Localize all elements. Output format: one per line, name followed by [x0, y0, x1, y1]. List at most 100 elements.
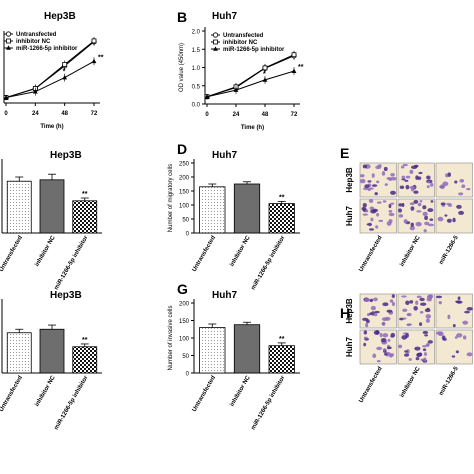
panel-g: G Huh7 0 50 100 150 200 Number of invasive cell…: [168, 281, 300, 431]
stained-cell: [386, 309, 393, 313]
y-tick-label: 2.0: [192, 30, 201, 36]
stained-cell: [466, 187, 471, 191]
significance-mark: **: [98, 54, 104, 61]
panel-title: Hep3B: [50, 150, 82, 161]
column-label: inhibitor NC: [399, 234, 422, 267]
stained-cell: [365, 323, 369, 328]
stained-cell: [383, 348, 387, 352]
stained-cell: [458, 210, 465, 215]
micrograph-image: [359, 293, 397, 329]
category-label: miR-1266-5p inhibitor: [251, 234, 287, 291]
stained-cell: [378, 219, 384, 222]
micrograph-image: [397, 162, 435, 198]
legend-marker: [213, 46, 218, 51]
stained-cell: [454, 180, 458, 184]
series-0: [204, 51, 297, 100]
stained-cell: [437, 216, 444, 222]
stained-cell: [430, 182, 434, 187]
stained-cell: [415, 300, 419, 305]
stained-cell: [383, 353, 388, 356]
stained-cell: [375, 330, 380, 335]
series-line: [5, 40, 95, 99]
stained-cell: [440, 202, 446, 206]
stained-cell: [381, 171, 386, 176]
stained-cell: [466, 306, 473, 311]
stained-cell: [377, 164, 382, 168]
stained-cell: [410, 188, 415, 192]
data-point: [291, 52, 297, 58]
micrograph-panel-e: E Hep3B Huh7 Untransfected inhibitor NC miR-1…: [340, 145, 473, 273]
stained-cell: [405, 184, 410, 190]
stained-cell: [382, 302, 389, 307]
stained-cell: [371, 184, 378, 187]
stained-cell: [466, 352, 473, 357]
row-label: Huh7: [345, 205, 354, 226]
stained-cell: [409, 169, 414, 175]
stained-cell: [361, 206, 367, 211]
stained-cell: [457, 296, 461, 301]
stained-cell: [437, 331, 444, 337]
micrograph-image: [435, 329, 473, 365]
stained-cell: [405, 300, 410, 306]
stained-cell: [372, 297, 378, 302]
stained-cell: [422, 345, 427, 348]
legend-label: Untransfected: [223, 33, 264, 39]
stained-cell: [426, 185, 430, 189]
stained-cell: [413, 190, 419, 194]
stained-cell: [365, 209, 369, 213]
stained-cell: [426, 175, 431, 180]
bar: [6, 180, 32, 234]
stained-cell: [415, 356, 420, 361]
stained-cell: [410, 222, 414, 227]
stained-cell: [456, 333, 463, 338]
legend-marker: [5, 31, 12, 37]
stained-cell: [425, 318, 431, 323]
bar: [39, 328, 65, 374]
stained-cell: [383, 166, 388, 172]
stained-cell: [381, 321, 386, 326]
significance-mark: *: [63, 69, 66, 76]
stained-cell: [415, 221, 422, 227]
stained-cell: [371, 173, 375, 178]
stained-cell: [362, 187, 370, 191]
stained-cell: [403, 353, 410, 357]
stained-cell: [363, 330, 368, 335]
stained-cell: [362, 213, 369, 216]
stained-cell: [419, 199, 423, 203]
micrograph-image: [435, 293, 473, 329]
stained-cell: [413, 305, 418, 311]
x-tick-label: 48: [262, 112, 269, 118]
stained-cell: [391, 301, 395, 307]
micrograph-image: [397, 293, 435, 329]
category-label: Untransfected: [192, 235, 218, 273]
stained-cell: [447, 314, 451, 320]
category-label: miR-1266-5p inhibitor: [54, 234, 90, 291]
bar: [6, 332, 32, 374]
category-label: inhibitor NC: [34, 374, 57, 407]
legend-marker: [213, 39, 218, 45]
panel-d: D Huh7 0 50 100 150 200 250 Number of migratory …: [168, 141, 300, 291]
stained-cell: [390, 190, 396, 195]
stained-cell: [406, 349, 410, 354]
legend-marker: [6, 45, 11, 50]
legend-label: inhibitor NC: [223, 40, 258, 46]
stained-cell: [363, 342, 367, 347]
y-axis-label: Number of invasive cells: [168, 305, 174, 370]
stained-cell: [422, 211, 428, 216]
stained-cell: [401, 178, 406, 181]
panel-title: Huh7: [212, 11, 237, 22]
y-tick-label: 1.0: [192, 66, 201, 72]
x-tick-label: 24: [32, 111, 39, 117]
data-point: [32, 89, 38, 94]
row-label: Hep3B: [345, 298, 354, 324]
column-label: miR-1266-5: [439, 365, 461, 396]
column-label: miR-1266-5: [439, 234, 461, 265]
stained-cell: [425, 343, 430, 346]
stained-cell: [419, 322, 423, 327]
series-line: [206, 54, 295, 98]
stained-cell: [389, 353, 395, 357]
stained-cell: [416, 295, 422, 299]
stained-cell: [408, 358, 412, 361]
